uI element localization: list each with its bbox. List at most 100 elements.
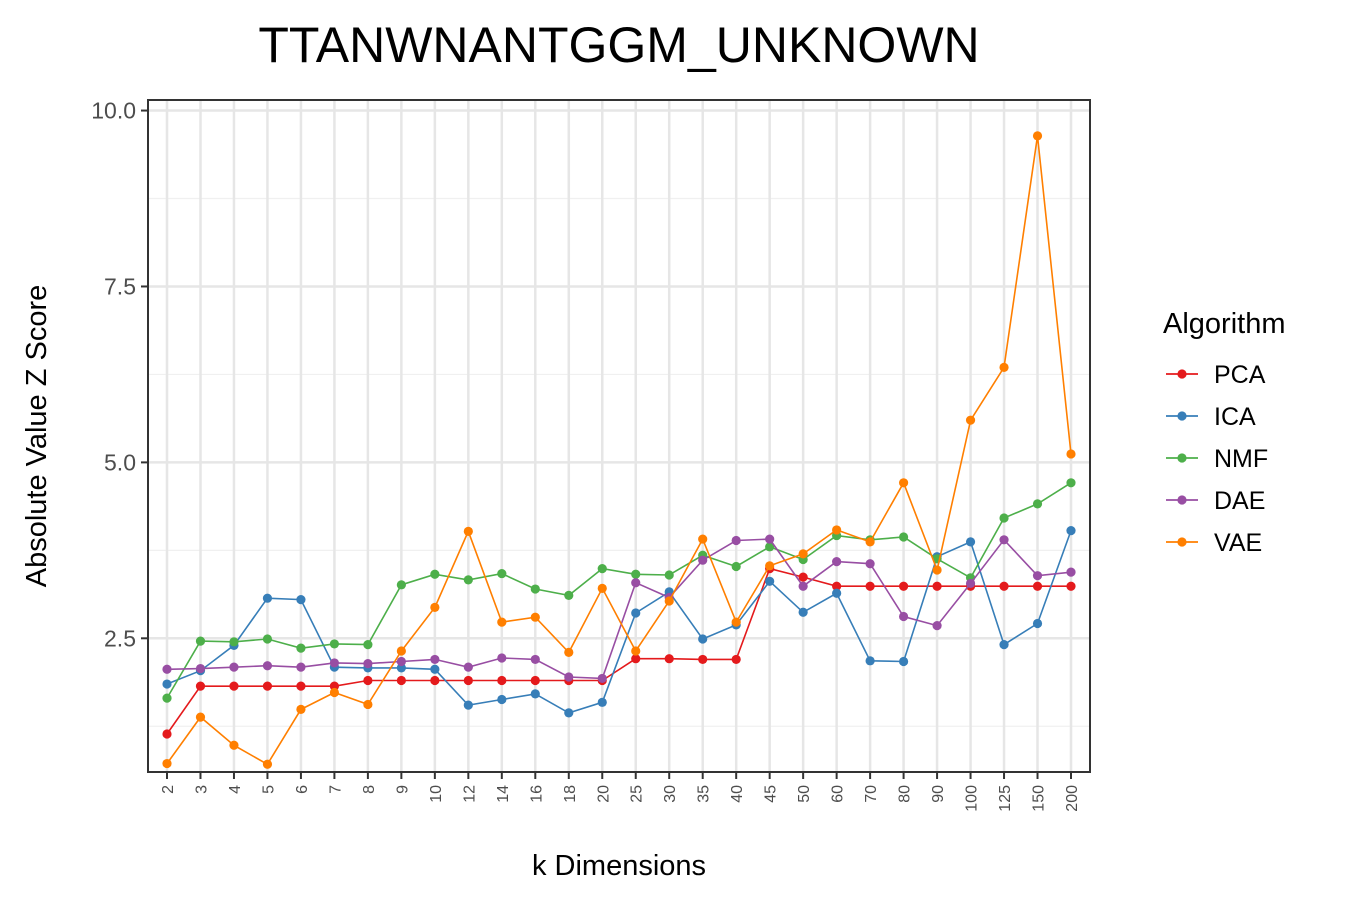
data-point [463, 526, 473, 536]
data-point [698, 534, 708, 544]
data-point [965, 578, 976, 589]
data-point [664, 654, 674, 664]
data-point [765, 561, 775, 571]
series-layer [162, 131, 1076, 769]
data-point [898, 581, 909, 591]
data-point [731, 617, 741, 627]
x-tick-label: 90 [930, 785, 947, 803]
data-point [1032, 131, 1043, 141]
x-tick-label: 16 [528, 785, 545, 803]
legend-key-point [1177, 369, 1187, 379]
x-tick-label: 150 [1031, 785, 1048, 812]
data-point [932, 565, 942, 575]
data-point [564, 708, 574, 718]
legend-item-ica: ICA [1166, 403, 1256, 431]
data-point [396, 675, 406, 686]
grid-lines [148, 100, 1090, 772]
data-point [898, 656, 909, 667]
x-tick-label: 25 [629, 785, 646, 803]
data-point [363, 640, 373, 650]
axes: 2.55.07.510.02 3 4 5 6 7 8 9 10 12 14 16 18 20 25 30 35 4… [91, 98, 1081, 812]
x-tick-label: 20 [595, 785, 612, 803]
data-point [664, 596, 674, 606]
legend-item-dae: DAE [1166, 487, 1265, 515]
data-point [898, 478, 909, 488]
x-tick-label: 3 [193, 785, 210, 794]
data-point [1032, 581, 1043, 591]
data-point [932, 581, 942, 591]
series-line [166, 567, 1071, 735]
data-point [1032, 499, 1043, 509]
data-point [229, 681, 239, 691]
x-tick-label: 18 [562, 785, 579, 803]
data-point [898, 532, 909, 542]
data-point [430, 602, 440, 612]
data-point [430, 654, 440, 665]
data-point [262, 759, 273, 769]
x-tick-label: 12 [461, 785, 478, 803]
x-tick-label: 30 [662, 785, 679, 803]
data-point [865, 537, 875, 547]
data-point [195, 663, 206, 674]
legend-title: Algorithm [1163, 308, 1286, 340]
chart-title: TTANWNANTGGM_UNKNOWN [258, 17, 979, 73]
data-point [1066, 478, 1076, 488]
data-point [1066, 581, 1076, 591]
data-point [597, 697, 607, 707]
data-point [396, 663, 406, 673]
x-tick-label: 50 [796, 785, 813, 803]
data-point [698, 654, 708, 665]
data-point [564, 590, 574, 600]
data-point [463, 675, 473, 686]
data-point [731, 561, 741, 572]
data-point [999, 581, 1009, 591]
series-line [166, 538, 1072, 680]
data-point [698, 634, 708, 644]
data-point [564, 647, 574, 657]
data-point [965, 415, 976, 425]
y-axis-title: Absolute Value Z Score [21, 285, 53, 588]
data-point [731, 654, 741, 665]
data-point [999, 362, 1009, 372]
y-tick-label: 5.0 [104, 449, 136, 475]
data-point [597, 583, 607, 593]
legend-label: DAE [1214, 487, 1265, 515]
data-point [999, 535, 1009, 545]
data-point [731, 535, 741, 546]
data-point [530, 689, 540, 699]
legend-key-point [1177, 453, 1187, 463]
y-tick-label: 7.5 [104, 273, 136, 299]
x-tick-label: 40 [729, 785, 746, 803]
data-point [999, 640, 1009, 650]
data-point [965, 537, 976, 547]
legend-label: ICA [1214, 403, 1256, 431]
data-point [262, 661, 273, 671]
x-tick-label: 6 [294, 785, 311, 794]
x-tick-label: 2 [160, 785, 177, 794]
data-point [497, 694, 507, 705]
data-point [530, 584, 540, 594]
x-tick-label: 4 [227, 785, 244, 794]
data-point [664, 570, 674, 580]
data-point [832, 525, 842, 535]
legend-label: VAE [1214, 529, 1262, 557]
data-point [765, 534, 775, 544]
y-tick-label: 10.0 [91, 98, 136, 124]
data-point [195, 681, 206, 691]
data-point [631, 578, 641, 588]
x-tick-label: 80 [897, 785, 914, 803]
data-point [832, 557, 842, 567]
data-point [1032, 618, 1043, 629]
data-point [497, 617, 507, 627]
x-tick-label: 9 [394, 785, 411, 794]
data-point [396, 580, 406, 590]
data-point [765, 576, 775, 586]
data-point [296, 643, 306, 653]
data-point [162, 758, 172, 769]
data-point [296, 681, 306, 691]
data-point [262, 681, 273, 691]
x-tick-label: 10 [428, 785, 445, 803]
x-tick-label: 200 [1064, 785, 1081, 812]
